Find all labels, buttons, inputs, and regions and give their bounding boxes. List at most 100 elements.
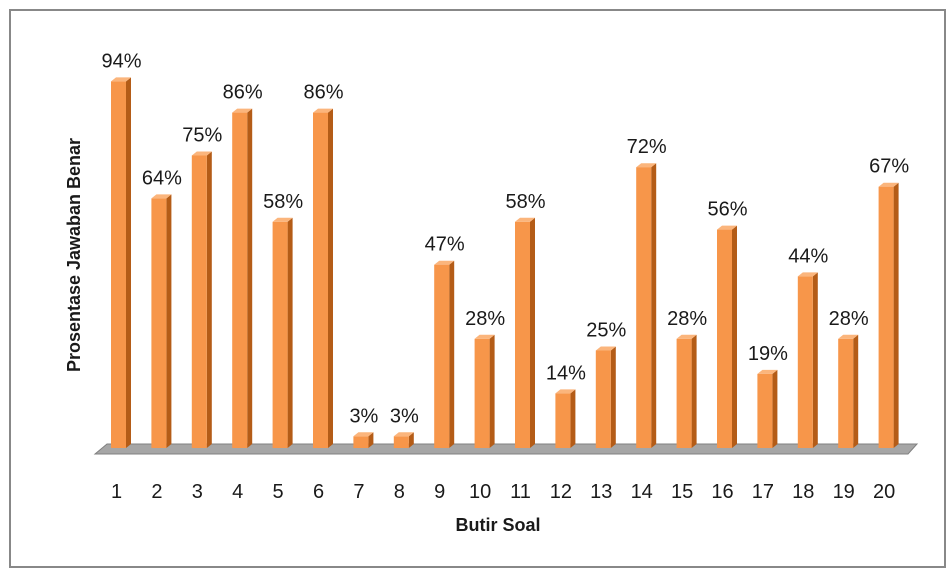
x-tick-label: 5 [273, 481, 284, 503]
x-tick-label: 17 [752, 481, 774, 503]
bar [111, 77, 131, 449]
data-label: 75% [182, 125, 222, 147]
bar-top [555, 389, 576, 394]
bar [757, 369, 778, 448]
bar-front [555, 393, 571, 448]
bar-side [853, 334, 859, 448]
bar-top [191, 151, 212, 156]
bar [595, 346, 616, 448]
x-tick-label: 18 [792, 481, 814, 503]
data-label: 47% [425, 234, 465, 256]
bar-front [676, 338, 692, 448]
bar-side [166, 194, 172, 448]
y-axis-title: Prosentase Jawaban Benar [64, 138, 84, 372]
data-label: 72% [627, 136, 667, 158]
bar [636, 163, 657, 448]
bar-front [636, 167, 652, 448]
bar-side [570, 389, 576, 448]
bar-top [515, 217, 535, 222]
bar-side [893, 182, 899, 448]
bar [151, 194, 172, 448]
bar-top [232, 108, 253, 113]
bar [434, 260, 455, 448]
data-label: 86% [223, 82, 263, 104]
data-label: 28% [829, 308, 869, 330]
bar [838, 334, 859, 448]
bar [272, 217, 293, 448]
data-label: 67% [869, 156, 909, 178]
x-tick-label: 8 [394, 481, 405, 503]
floor-plane [93, 443, 919, 455]
bar-side [247, 108, 253, 448]
bar-front [393, 436, 409, 448]
bar-top [111, 77, 131, 82]
bar-top [838, 334, 859, 339]
bars-group [111, 77, 899, 449]
bar-side [610, 346, 616, 448]
bar-front [595, 350, 611, 448]
bar-top [313, 108, 333, 113]
data-label: 58% [263, 191, 303, 213]
bar-front [151, 198, 167, 448]
x-tick-label: 19 [833, 481, 855, 503]
bar-side [691, 334, 697, 448]
bar-side [287, 217, 293, 448]
x-tick-label: 10 [469, 481, 491, 503]
data-label: 3% [390, 405, 419, 427]
x-tick-label: 11 [510, 481, 531, 503]
x-tick-label: 6 [313, 481, 324, 503]
bar-front [232, 112, 248, 448]
x-tick-labels-group: 1 2 3 4 5 6 7 8 9 10 11 12 13 14 15 16 17 18 19 20 [111, 481, 895, 503]
x-tick-label: 14 [631, 481, 653, 503]
data-labels-group: 94%64%75%86%58%86%3% 3%47%28%58%14%25%72%… [101, 50, 909, 427]
bar [232, 108, 253, 448]
bar-side [368, 432, 374, 448]
bar-side [328, 108, 333, 448]
bar [191, 151, 212, 448]
x-tick-label: 15 [671, 481, 693, 503]
x-tick-label: 16 [711, 481, 733, 503]
bar-front [111, 81, 126, 449]
bar-top [676, 334, 697, 339]
bar [515, 217, 535, 448]
data-label: 19% [748, 343, 788, 365]
x-tick-label: 3 [192, 481, 203, 503]
data-label: 56% [707, 199, 747, 221]
bar-top [151, 194, 172, 199]
bar-top [636, 163, 657, 168]
bar-side [489, 334, 495, 448]
bar-side [408, 432, 414, 448]
bar [555, 389, 576, 448]
bar-top [393, 432, 414, 437]
bar-top [797, 272, 818, 277]
x-tick-label: 7 [353, 481, 364, 503]
bar-front [878, 186, 894, 448]
bar-front [515, 221, 530, 448]
data-label: 94% [101, 50, 141, 72]
bar-side [651, 163, 657, 448]
data-label: 14% [546, 362, 586, 384]
data-label: 28% [667, 308, 707, 330]
bar-side [126, 77, 131, 449]
data-label: 25% [586, 320, 626, 342]
data-label: 28% [465, 308, 505, 330]
bar [676, 334, 697, 448]
data-label: 64% [142, 167, 182, 189]
x-tick-label: 2 [151, 481, 162, 503]
bar-front [474, 338, 490, 448]
bar-front [313, 112, 328, 448]
bar-side [812, 272, 818, 448]
x-tick-label: 9 [434, 481, 445, 503]
bar-side [732, 225, 737, 448]
bar-top [595, 346, 616, 351]
bar-front [838, 338, 854, 448]
bar-top [353, 432, 374, 437]
data-label: 58% [505, 191, 545, 213]
bar-front [353, 436, 369, 448]
bar [797, 272, 818, 448]
bar-top [272, 217, 293, 222]
bar [393, 432, 414, 448]
bar-front [434, 264, 450, 448]
